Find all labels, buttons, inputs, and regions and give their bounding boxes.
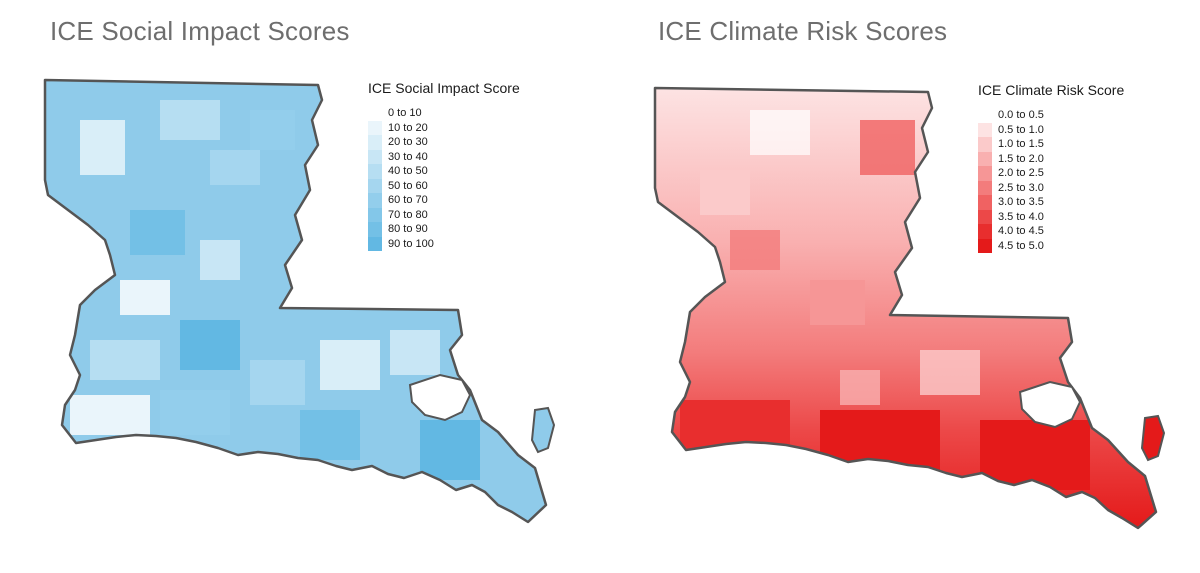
climate-risk-legend-label: 2.0 to 2.5 — [998, 167, 1044, 179]
climate-risk-legend-item: 2.5 to 3.0 — [978, 180, 1124, 195]
climate-risk-map-title: ICE Climate Risk Scores — [658, 16, 948, 46]
climate-risk-legend-item: 0.5 to 1.0 — [978, 122, 1124, 137]
climate-risk-map — [653, 86, 1166, 530]
climate-risk-legend-item: 2.0 to 2.5 — [978, 166, 1124, 181]
climate-risk-legend-label: 2.5 to 3.0 — [998, 181, 1044, 194]
climate-risk-legend-title: ICE Climate Risk Score — [978, 82, 1125, 98]
social-impact-legend-item: 30 to 40 — [368, 149, 520, 164]
social-impact-map-title: ICE Social Impact Scores — [50, 16, 350, 46]
social-impact-legend-label: 40 to 50 — [388, 165, 428, 177]
climate-risk-legend-swatch — [978, 195, 992, 210]
social-impact-legend-swatch — [368, 135, 382, 150]
social-impact-legend-label: 70 to 80 — [388, 208, 428, 221]
climate-risk-legend-swatch — [978, 108, 992, 123]
climate-risk-legend-item: 1.5 to 2.0 — [978, 151, 1124, 166]
social-impact-state-outline — [43, 78, 548, 524]
social-impact-legend: ICE Social Impact Score 0 to 10 10 to 20 2… — [368, 80, 520, 251]
social-impact-map — [43, 78, 556, 524]
social-impact-legend-label: 50 to 60 — [388, 179, 428, 192]
social-impact-legend-item: 70 to 80 — [368, 207, 520, 222]
climate-risk-legend-items: 0.0 to 0.5 0.5 to 1.0 1.0 to 1.5 1.5 to 2.0… — [978, 108, 1124, 253]
climate-risk-panel: ICE Climate Risk Scores — [600, 0, 1200, 573]
climate-risk-legend-swatch — [978, 209, 992, 224]
social-impact-legend-item: 50 to 60 — [368, 178, 520, 193]
climate-risk-legend-item: 3.5 to 4.0 — [978, 209, 1124, 224]
social-impact-legend-label: 30 to 40 — [388, 150, 428, 163]
social-impact-panel: ICE Social Impact Scores — [43, 16, 556, 524]
social-impact-legend-label: 80 to 90 — [388, 223, 428, 235]
climate-risk-legend-label: 3.5 to 4.0 — [998, 210, 1044, 223]
climate-risk-legend-label: 4.5 to 5.0 — [998, 239, 1044, 252]
social-impact-legend-swatch — [368, 120, 382, 135]
climate-risk-lake — [1018, 380, 1082, 429]
climate-risk-legend-swatch — [978, 122, 992, 137]
social-impact-legend-swatch — [368, 236, 382, 251]
climate-risk-legend-swatch — [978, 151, 992, 166]
climate-risk-legend-swatch — [978, 166, 992, 181]
social-impact-legend-swatch — [368, 149, 382, 164]
social-impact-legend-label: 20 to 30 — [388, 136, 428, 148]
social-impact-island — [530, 406, 556, 454]
social-impact-legend-item: 90 to 100 — [368, 236, 520, 251]
climate-risk-legend-item: 0.0 to 0.5 — [978, 108, 1124, 123]
climate-risk-legend-label: 0.5 to 1.0 — [998, 123, 1044, 136]
climate-risk-legend-item: 1.0 to 1.5 — [978, 137, 1124, 152]
climate-risk-legend: ICE Climate Risk Score 0.0 to 0.5 0.5 to … — [978, 82, 1124, 253]
social-impact-legend-swatch — [368, 207, 382, 222]
social-impact-legend-swatch — [368, 222, 382, 237]
social-impact-legend-label: 10 to 20 — [388, 121, 428, 134]
social-impact-legend-title: ICE Social Impact Score — [368, 80, 520, 96]
social-impact-legend-items: 0 to 10 10 to 20 20 to 30 30 to 40 40 to 50 5… — [368, 106, 520, 251]
social-impact-legend-item: 20 to 30 — [368, 135, 520, 150]
social-impact-legend-item: 60 to 70 — [368, 193, 520, 208]
climate-risk-legend-label: 0.0 to 0.5 — [998, 109, 1044, 121]
climate-risk-legend-swatch — [978, 180, 992, 195]
climate-risk-legend-label: 1.5 to 2.0 — [998, 152, 1044, 165]
social-impact-legend-label: 0 to 10 — [388, 107, 422, 119]
social-impact-legend-swatch — [368, 106, 382, 121]
social-impact-legend-item: 80 to 90 — [368, 222, 520, 237]
social-impact-legend-swatch — [368, 193, 382, 208]
climate-risk-legend-swatch — [978, 224, 992, 239]
climate-risk-legend-swatch — [978, 137, 992, 152]
social-impact-tract-patches — [60, 100, 480, 480]
social-impact-lake — [408, 373, 472, 422]
climate-risk-island — [1140, 414, 1166, 462]
climate-risk-legend-item: 4.0 to 4.5 — [978, 224, 1124, 239]
social-impact-legend-item: 40 to 50 — [368, 164, 520, 179]
climate-risk-legend-label: 1.0 to 1.5 — [998, 138, 1044, 150]
climate-risk-legend-label: 4.0 to 4.5 — [998, 225, 1044, 237]
climate-risk-legend-label: 3.0 to 3.5 — [998, 196, 1044, 208]
climate-risk-legend-swatch — [978, 238, 992, 253]
climate-risk-legend-item: 4.5 to 5.0 — [978, 238, 1124, 253]
social-impact-legend-item: 0 to 10 — [368, 106, 520, 121]
social-impact-legend-item: 10 to 20 — [368, 120, 520, 135]
social-impact-legend-swatch — [368, 178, 382, 193]
climate-risk-state-outline — [653, 86, 1158, 530]
social-impact-legend-swatch — [368, 164, 382, 179]
climate-risk-legend-item: 3.0 to 3.5 — [978, 195, 1124, 210]
social-impact-legend-label: 60 to 70 — [388, 194, 428, 206]
social-impact-legend-label: 90 to 100 — [388, 237, 434, 250]
